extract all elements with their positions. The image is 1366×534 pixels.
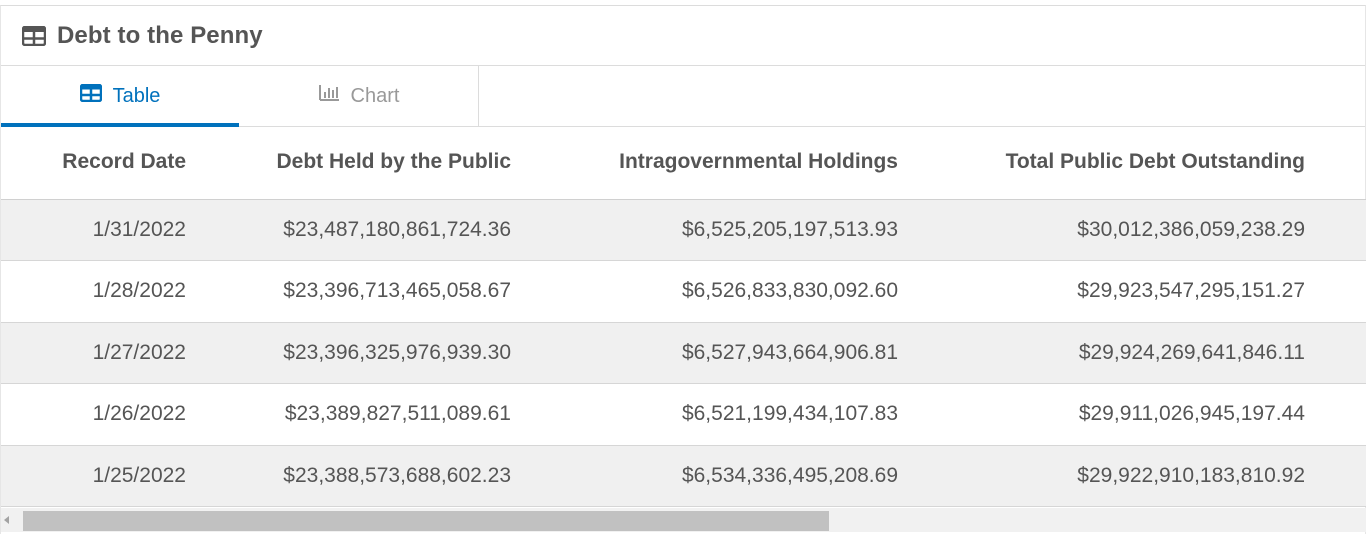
debt-panel: Debt to the Penny Table (0, 5, 1366, 534)
table-row: 1/25/2022 $23,388,573,688,602.23 $6,534,… (1, 445, 1366, 507)
cell-record-date: 1/28/2022 (1, 260, 186, 323)
table-header-row: Record Date Debt Held by the Public Intr… (1, 127, 1366, 200)
cell-spacer (1305, 199, 1366, 261)
cell-debt-held-by-public: $23,389,827,511,089.61 (186, 383, 511, 446)
column-header-debt-held-by-public[interactable]: Debt Held by the Public (186, 127, 511, 200)
cell-intragovernmental-holdings: $6,534,336,495,208.69 (511, 445, 898, 507)
cell-intragovernmental-holdings: $6,526,833,830,092.60 (511, 260, 898, 323)
column-spacer (1305, 127, 1366, 200)
debt-table: Record Date Debt Held by the Public Intr… (1, 127, 1366, 507)
cell-total-public-debt: $29,923,547,295,151.27 (898, 260, 1305, 323)
cell-total-public-debt: $29,911,026,945,197.44 (898, 383, 1305, 446)
cell-intragovernmental-holdings: $6,527,943,664,906.81 (511, 322, 898, 384)
tab-table-label: Table (112, 84, 161, 107)
cell-debt-held-by-public: $23,487,180,861,724.36 (186, 199, 511, 261)
cell-record-date: 1/27/2022 (1, 322, 186, 384)
cell-spacer (1305, 322, 1366, 384)
cell-intragovernmental-holdings: $6,525,205,197,513.93 (511, 199, 898, 261)
tab-chart[interactable]: Chart (239, 66, 479, 126)
column-header-record-date[interactable]: Record Date (1, 127, 186, 200)
scroll-left-arrow-icon[interactable] (4, 516, 9, 524)
column-header-total-public-debt[interactable]: Total Public Debt Outstanding (898, 127, 1305, 200)
cell-spacer (1305, 383, 1366, 446)
table-row: 1/28/2022 $23,396,713,465,058.67 $6,526,… (1, 260, 1366, 323)
view-tabs: Table Chart (1, 66, 1365, 127)
column-header-intragovernmental-holdings[interactable]: Intragovernmental Holdings (511, 127, 898, 200)
bar-chart-icon (318, 84, 351, 108)
cell-spacer (1305, 445, 1366, 507)
table-row: 1/31/2022 $23,487,180,861,724.36 $6,525,… (1, 199, 1366, 261)
table-row: 1/27/2022 $23,396,325,976,939.30 $6,527,… (1, 322, 1366, 384)
cell-record-date: 1/26/2022 (1, 383, 186, 446)
cell-spacer (1305, 260, 1366, 323)
cell-total-public-debt: $29,922,910,183,810.92 (898, 445, 1305, 507)
cell-intragovernmental-holdings: $6,521,199,434,107.83 (511, 383, 898, 446)
table-row: 1/26/2022 $23,389,827,511,089.61 $6,521,… (1, 383, 1366, 446)
page-title: Debt to the Penny (57, 21, 263, 49)
cell-record-date: 1/25/2022 (1, 445, 186, 507)
cell-total-public-debt: $29,924,269,641,846.11 (898, 322, 1305, 384)
table-icon (22, 25, 46, 46)
horizontal-scrollbar[interactable] (1, 508, 1366, 532)
tab-table[interactable]: Table (1, 66, 239, 127)
cell-debt-held-by-public: $23,396,325,976,939.30 (186, 322, 511, 384)
cell-record-date: 1/31/2022 (1, 199, 186, 261)
panel-header: Debt to the Penny (1, 6, 1365, 66)
cell-total-public-debt: $30,012,386,059,238.29 (898, 199, 1305, 261)
table-icon (79, 83, 113, 108)
scrollbar-thumb[interactable] (23, 511, 829, 531)
cell-debt-held-by-public: $23,388,573,688,602.23 (186, 445, 511, 507)
tab-chart-label: Chart (350, 84, 400, 107)
cell-debt-held-by-public: $23,396,713,465,058.67 (186, 260, 511, 323)
